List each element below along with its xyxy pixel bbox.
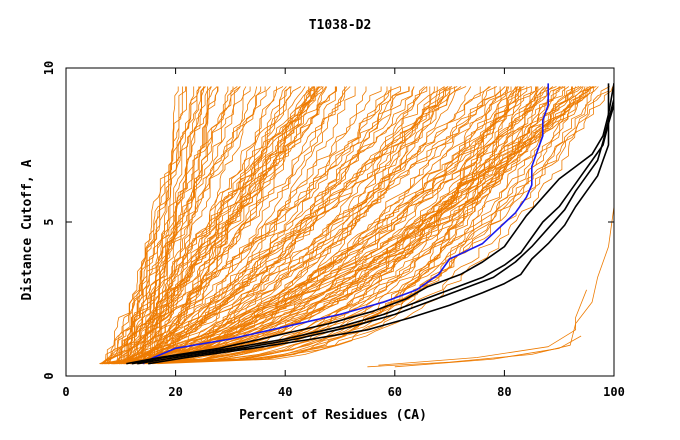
background-model-curve [112, 86, 573, 365]
background-model-curve [378, 289, 587, 366]
background-model-curve [123, 86, 609, 365]
background-model-curve [138, 86, 595, 365]
background-model-curve [144, 86, 324, 365]
background-model-curve [148, 86, 310, 364]
background-model-curve [128, 86, 320, 364]
background-model-curve [106, 86, 546, 365]
background-model-curve [108, 86, 401, 365]
background-model-curve [136, 86, 496, 365]
background-model-curve [141, 86, 517, 365]
background-model-curve [118, 86, 525, 365]
background-model-curve [157, 86, 195, 364]
x-tick-label: 40 [278, 385, 292, 399]
background-model-curve [157, 86, 538, 365]
x-axis-label: Percent of Residues (CA) [239, 408, 427, 423]
background-model-curve [135, 86, 438, 365]
x-tick-label: 0 [62, 385, 69, 399]
highlight-black-curve [148, 83, 614, 365]
highlight-black-curve [126, 83, 610, 365]
highlight-blue-curve [142, 83, 549, 365]
background-model-curve [126, 86, 410, 365]
background-model-curve [100, 86, 415, 365]
background-model-curve [130, 86, 431, 365]
background-model-curve [129, 86, 481, 365]
background-model-curve [111, 86, 560, 365]
background-model-curve [102, 86, 327, 364]
highlight-black-curve [137, 83, 614, 365]
background-model-curve [121, 86, 536, 365]
background-model-curve [130, 86, 591, 365]
background-model-curve [130, 86, 597, 365]
background-model-curve [144, 86, 206, 364]
background-model-curve [101, 86, 512, 365]
background-model-curve [114, 86, 472, 365]
background-model-curve [137, 86, 179, 364]
background-model-curve [146, 86, 582, 365]
background-model-curve [102, 86, 410, 364]
x-tick-label: 20 [168, 385, 182, 399]
background-model-curve [119, 86, 501, 365]
y-tick-label: 0 [42, 372, 56, 379]
background-model-curve [149, 86, 428, 365]
background-model-curve [115, 86, 247, 364]
background-model-curve [111, 86, 521, 365]
background-model-curve [102, 86, 292, 364]
background-model-curve [101, 86, 588, 365]
background-model-curve [126, 86, 462, 365]
background-model-curve [104, 86, 510, 365]
background-model-curve [119, 86, 573, 365]
background-model-curve [124, 86, 346, 365]
x-tick-label: 100 [603, 385, 625, 399]
background-model-curve [394, 335, 582, 368]
background-model-curve [116, 86, 566, 365]
background-model-curve [127, 86, 205, 364]
highlight-model-lines [126, 83, 614, 365]
x-tick-label: 60 [388, 385, 402, 399]
background-model-curve [147, 86, 314, 364]
background-model-curve [123, 86, 532, 365]
background-model-curve [113, 86, 328, 365]
y-tick-label: 10 [42, 61, 56, 75]
highlight-black-curve [131, 83, 614, 365]
background-model-curve [107, 86, 187, 364]
background-model-curve [125, 86, 367, 365]
chart-title: T1038-D2 [309, 18, 372, 33]
background-model-lines [99, 86, 614, 368]
x-tick-label: 80 [497, 385, 511, 399]
background-model-curve [113, 86, 570, 365]
background-model-curve [129, 86, 241, 364]
background-model-curve [123, 86, 324, 364]
background-model-curve [154, 86, 316, 364]
x-axis-ticks: 0 20 40 60 80 100 [62, 68, 625, 399]
y-tick-label: 5 [42, 218, 56, 225]
background-model-curve [138, 86, 287, 364]
background-model-curve [133, 86, 292, 364]
background-model-curve [149, 86, 284, 364]
background-model-curve [130, 86, 453, 365]
background-model-curve [135, 86, 445, 365]
background-model-curve [132, 86, 277, 364]
background-model-curve [108, 86, 592, 365]
y-axis-ticks: 0 5 10 [42, 61, 614, 380]
background-model-curve [133, 86, 506, 365]
background-model-curve [105, 86, 258, 364]
background-model-curve [150, 86, 218, 364]
y-axis-label: Distance Cutoff, A [20, 159, 35, 300]
background-model-curve [129, 86, 428, 365]
background-model-curve [147, 86, 212, 365]
